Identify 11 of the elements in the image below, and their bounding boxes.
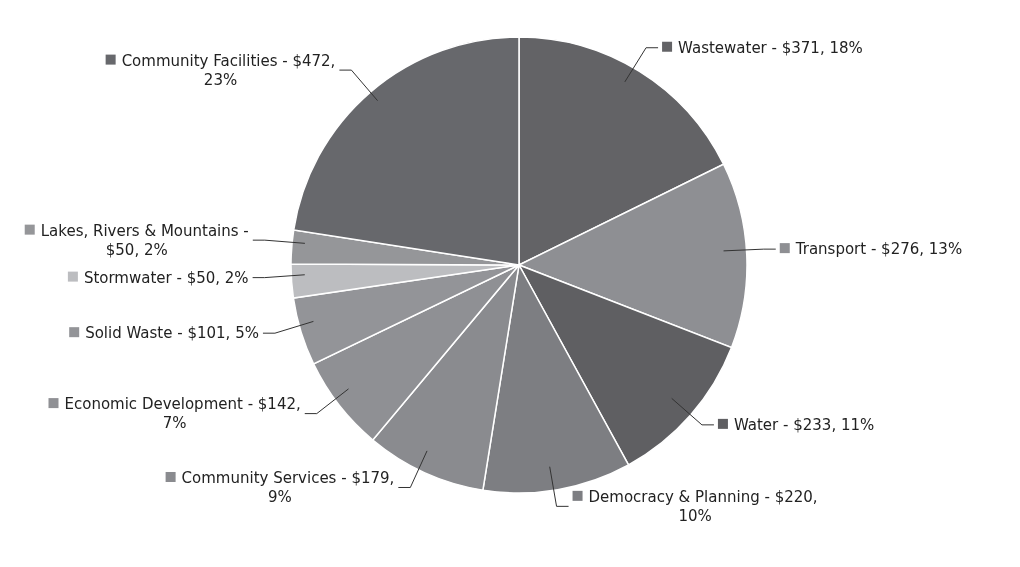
legend-label: Wastewater - $371, 18% xyxy=(678,38,863,57)
legend-label: Transport - $276, 13% xyxy=(794,240,963,259)
legend-label: Community Services - $179, 9% xyxy=(181,468,395,506)
legend-label: Community Facilities - $472, 23% xyxy=(121,51,336,89)
legend-label: Solid Waste - $101, 5% xyxy=(85,324,259,343)
legend-label: Water - $233, 11% xyxy=(733,415,875,434)
legend-label: Stormwater - $50, 2% xyxy=(83,268,249,287)
legend-label: Democracy & Planning - $220, 10% xyxy=(588,487,818,525)
legend-label: Economic Development - $142, 7% xyxy=(64,395,301,433)
data-label: $50, 2% xyxy=(105,240,168,259)
legend-label: Lakes, Rivers & Mountains - xyxy=(40,221,249,240)
